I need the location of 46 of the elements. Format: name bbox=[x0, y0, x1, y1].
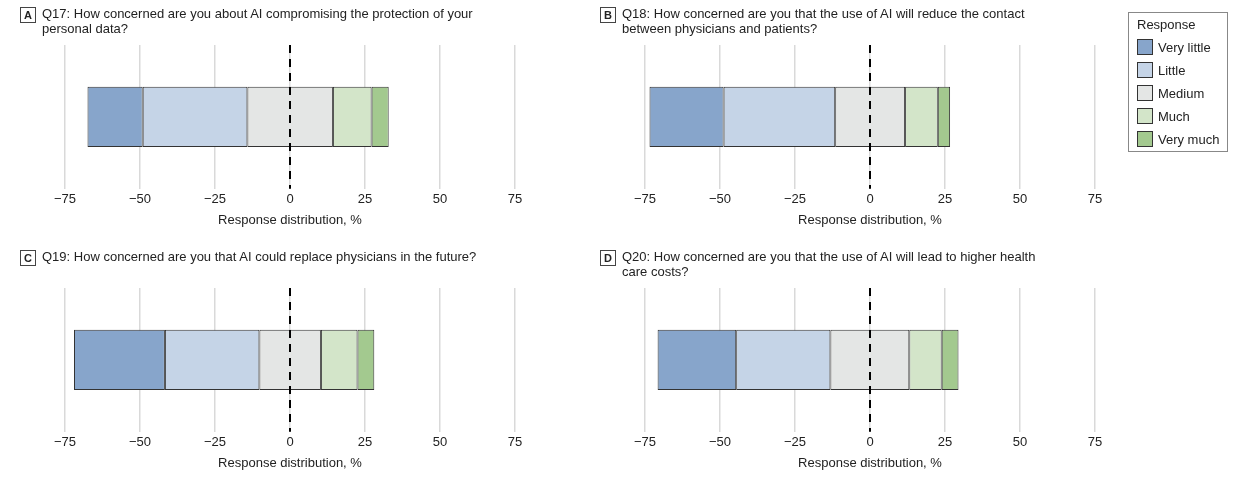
chart-title: Q18: How concerned are you that the use of AI will reduce the contact between physicians and patients? bbox=[622, 6, 1026, 36]
legend-label: Little bbox=[1158, 62, 1186, 78]
x-tick-label: 25 bbox=[357, 434, 373, 450]
x-tick-label: 50 bbox=[1012, 434, 1028, 450]
legend-label: Much bbox=[1158, 108, 1190, 124]
x-axis-title: Response distribution, % bbox=[798, 454, 943, 470]
x-tick-label: 50 bbox=[432, 191, 448, 207]
x-tick-label: 50 bbox=[1012, 191, 1028, 207]
x-tick-label: 75 bbox=[1087, 191, 1103, 207]
text: A bbox=[20, 7, 36, 23]
x-tick-label: −75 bbox=[53, 434, 77, 450]
x-tick-label: 75 bbox=[507, 191, 523, 207]
x-tick-label: 25 bbox=[357, 191, 373, 207]
chart-title: Q20: How concerned are you that the use of AI will lead to higher health care costs? bbox=[622, 249, 1037, 279]
chart-title: Q17: How concerned are you about AI compromising the protection of your personal data? bbox=[42, 6, 474, 36]
x-tick-label: −25 bbox=[783, 434, 807, 450]
x-tick-label: 75 bbox=[1087, 434, 1103, 450]
x-tick-label: −50 bbox=[708, 191, 732, 207]
text: D bbox=[600, 250, 616, 266]
legend-title: Response bbox=[1137, 17, 1197, 32]
x-tick-label: 25 bbox=[937, 434, 953, 450]
x-tick-label: 25 bbox=[937, 191, 953, 207]
x-tick-label: 50 bbox=[432, 434, 448, 450]
x-tick-label: 0 bbox=[286, 434, 294, 450]
x-tick-label: −50 bbox=[708, 434, 732, 450]
legend-label: Very little bbox=[1158, 39, 1211, 55]
x-axis-title: Response distribution, % bbox=[218, 454, 363, 470]
x-tick-label: −25 bbox=[783, 191, 807, 207]
x-tick-label: −25 bbox=[203, 191, 227, 207]
x-tick-label: −25 bbox=[203, 434, 227, 450]
x-axis-title: Response distribution, % bbox=[218, 211, 363, 227]
x-tick-label: 0 bbox=[866, 434, 874, 450]
text: C bbox=[20, 250, 36, 266]
x-tick-label: 75 bbox=[507, 434, 523, 450]
x-tick-label: −75 bbox=[53, 191, 77, 207]
x-tick-label: −50 bbox=[128, 191, 152, 207]
x-tick-label: 0 bbox=[286, 191, 294, 207]
x-axis-title: Response distribution, % bbox=[798, 211, 943, 227]
legend-label: Very much bbox=[1158, 131, 1220, 147]
x-tick-label: 0 bbox=[866, 191, 874, 207]
text: B bbox=[600, 7, 616, 23]
x-tick-label: −75 bbox=[633, 434, 657, 450]
x-tick-label: −75 bbox=[633, 191, 657, 207]
legend-label: Medium bbox=[1158, 85, 1205, 101]
x-tick-label: −50 bbox=[128, 434, 152, 450]
chart-title: Q19: How concerned are you that AI could replace physicians in the future? bbox=[42, 249, 478, 264]
